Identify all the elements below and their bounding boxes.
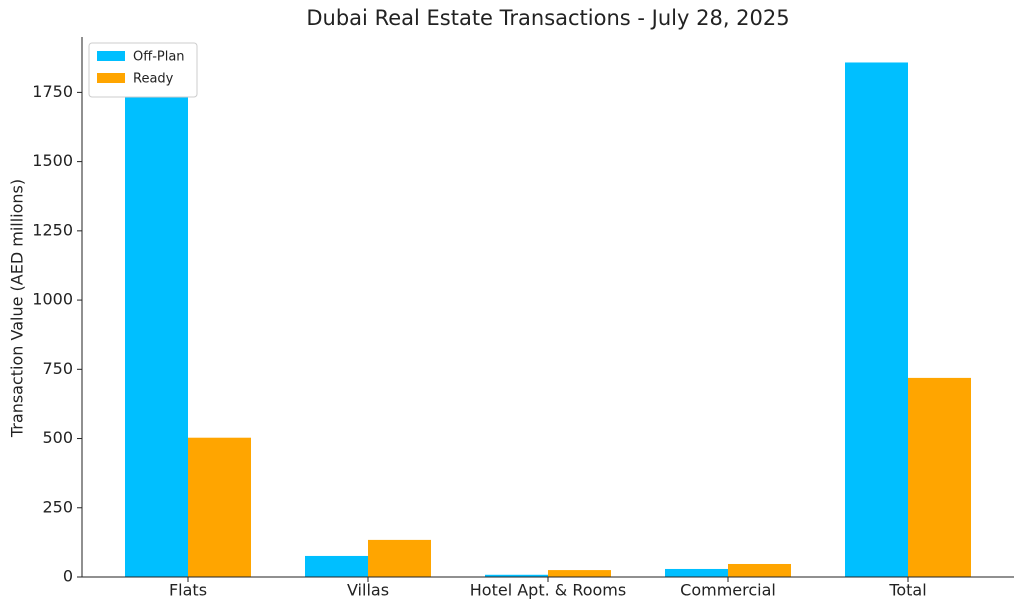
bar [845, 62, 908, 577]
legend: Off-Plan Ready [88, 42, 198, 98]
y-tick-label: 500 [42, 428, 73, 447]
legend-swatch [97, 73, 125, 83]
legend-label: Ready [133, 72, 174, 87]
bar [368, 539, 431, 577]
x-tick-label: Flats [169, 581, 207, 600]
x-tick-label: Total [888, 581, 926, 600]
y-tick-label: 750 [42, 359, 73, 378]
chart-title: Dubai Real Estate Transactions - July 28… [306, 6, 789, 30]
y-tick-label: 1000 [32, 290, 73, 309]
bar [728, 563, 791, 577]
bar [548, 570, 611, 577]
y-tick-label: 1750 [32, 82, 73, 101]
bar [665, 568, 728, 577]
legend-label: Off-Plan [133, 50, 185, 65]
y-tick-label: 0 [63, 567, 73, 586]
y-tick-label: 1250 [32, 220, 73, 239]
y-tick-label: 1500 [32, 151, 73, 170]
bar [485, 574, 548, 577]
bar [188, 437, 251, 577]
x-tick-label: Commercial [680, 581, 776, 600]
y-axis-label: Transaction Value (AED millions) [8, 179, 27, 438]
x-tick-label: Villas [347, 581, 389, 600]
legend-swatch [97, 51, 125, 61]
x-tick-label: Hotel Apt. & Rooms [470, 581, 626, 600]
y-tick-label: 250 [42, 497, 73, 516]
bar [908, 377, 971, 577]
bar [305, 555, 368, 577]
bar [125, 95, 188, 578]
